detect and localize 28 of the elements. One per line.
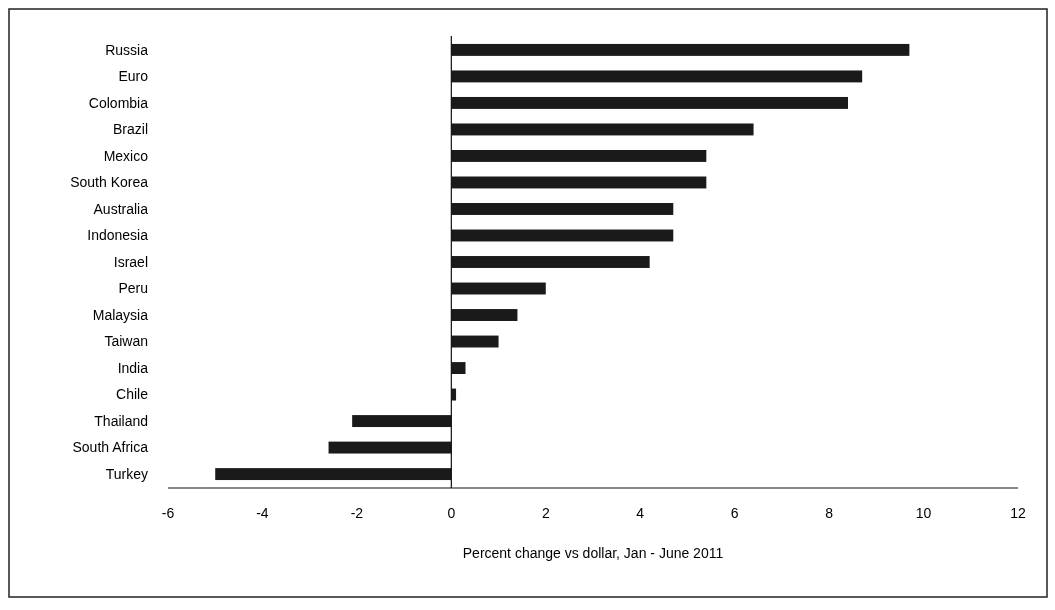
x-tick-label: 6	[730, 505, 739, 521]
y-tick-label: Colombia	[88, 94, 149, 111]
y-tick-label: South Africa	[72, 439, 149, 456]
x-tick-label: 8	[825, 505, 834, 521]
x-tick-label: -6	[161, 505, 175, 521]
y-tick-label: Euro	[118, 68, 149, 85]
y-tick-label: Mexico	[103, 147, 149, 164]
y-tick-label: Thailand	[94, 412, 148, 429]
y-tick-label: Taiwan	[104, 333, 148, 350]
x-tick-label: -4	[256, 505, 269, 521]
y-tick-label: Israel	[113, 253, 148, 270]
y-tick-label: Turkey	[105, 465, 148, 482]
y-tick-label: India	[117, 359, 149, 376]
x-tick-label: 12	[1010, 505, 1026, 521]
y-tick-label: South Korea	[70, 174, 149, 191]
x-tick-label: 10	[915, 505, 932, 521]
y-tick-label: Brazil	[112, 121, 148, 138]
y-tick-label: Russia	[105, 41, 149, 58]
x-axis-title: Percent change vs dollar, Jan - June 2011	[462, 545, 724, 561]
y-tick-label: Peru	[118, 280, 148, 297]
x-tick-label: -2	[350, 505, 364, 521]
y-tick-label: Australia	[93, 200, 149, 217]
y-tick-label: Malaysia	[92, 306, 149, 323]
x-tick-label: 0	[447, 505, 456, 521]
x-tick-label: 4	[636, 505, 645, 521]
y-tick-label: Indonesia	[87, 227, 149, 244]
x-tick-label: 2	[541, 505, 550, 521]
y-tick-label: Chile	[116, 386, 149, 403]
